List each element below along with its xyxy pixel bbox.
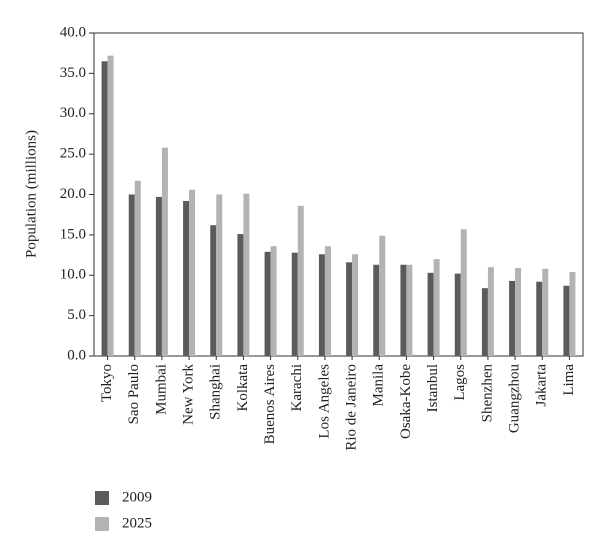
x-tick-label: New York <box>181 364 197 425</box>
x-tick-label: Karachi <box>289 364 305 411</box>
x-tick-label: Guangzhou <box>507 364 523 434</box>
bar <box>373 264 380 356</box>
bar <box>379 235 386 356</box>
y-tick-label: 25.0 <box>60 146 86 162</box>
bar <box>400 264 407 356</box>
x-tick-label: Manila <box>371 364 387 407</box>
y-tick-label: 15.0 <box>60 226 86 242</box>
y-tick-label: 10.0 <box>60 267 86 283</box>
bar <box>324 246 331 356</box>
bar <box>291 252 298 356</box>
bar <box>346 262 353 356</box>
x-tick-label: Lagos <box>452 364 468 401</box>
x-tick-label: Tokyo <box>99 364 115 402</box>
y-tick-label: 5.0 <box>67 307 86 323</box>
bar <box>487 267 494 356</box>
bar <box>406 264 413 356</box>
y-tick-label: 40.0 <box>60 24 86 40</box>
legend-swatch <box>95 491 109 505</box>
bar <box>352 254 359 356</box>
bar <box>569 272 576 356</box>
bar <box>243 193 250 356</box>
bar <box>128 194 135 356</box>
bar <box>161 147 168 356</box>
bar <box>542 268 549 356</box>
x-tick-label: Shenzhen <box>479 364 495 423</box>
bar <box>107 55 114 357</box>
bar <box>155 196 162 356</box>
bar <box>270 246 277 356</box>
y-axis-label: Population (millions) <box>23 130 39 258</box>
bar <box>427 272 434 356</box>
x-tick-label: Buenos Aires <box>262 364 278 445</box>
bar <box>318 254 325 356</box>
bar <box>460 229 467 356</box>
x-tick-label: Shanghai <box>208 364 224 420</box>
bar <box>536 281 543 356</box>
y-tick-label: 35.0 <box>60 65 86 81</box>
x-tick-label: Kolkata <box>235 364 251 412</box>
x-tick-label: Sao Paulo <box>126 364 142 424</box>
x-tick-label: Los Angeles <box>316 364 332 439</box>
bar <box>433 259 440 356</box>
bar <box>563 285 570 356</box>
legend-label: 2025 <box>122 515 152 531</box>
bar <box>297 205 304 356</box>
bar <box>134 180 141 356</box>
x-tick-label: Jakarta <box>534 364 550 407</box>
y-tick-label: 0.0 <box>67 347 86 363</box>
bar <box>481 288 488 356</box>
legend-label: 2009 <box>122 489 152 505</box>
bar <box>101 61 108 356</box>
bar <box>216 194 223 356</box>
x-tick-label: Mumbai <box>153 364 169 415</box>
bar <box>183 200 190 356</box>
bar <box>264 251 271 356</box>
y-tick-label: 20.0 <box>60 186 86 202</box>
y-tick-label: 30.0 <box>60 105 86 121</box>
x-tick-label: Lima <box>561 364 577 396</box>
x-tick-label: Rio de Janeiro <box>344 364 360 451</box>
bar <box>509 280 516 356</box>
bar <box>454 273 461 356</box>
bar <box>210 225 217 356</box>
bar <box>237 234 244 356</box>
bar <box>515 267 522 356</box>
x-tick-label: Osaka-Kobe <box>398 364 414 439</box>
x-tick-label: Istanbul <box>425 364 441 412</box>
legend-swatch <box>95 517 109 531</box>
bar <box>189 189 196 356</box>
